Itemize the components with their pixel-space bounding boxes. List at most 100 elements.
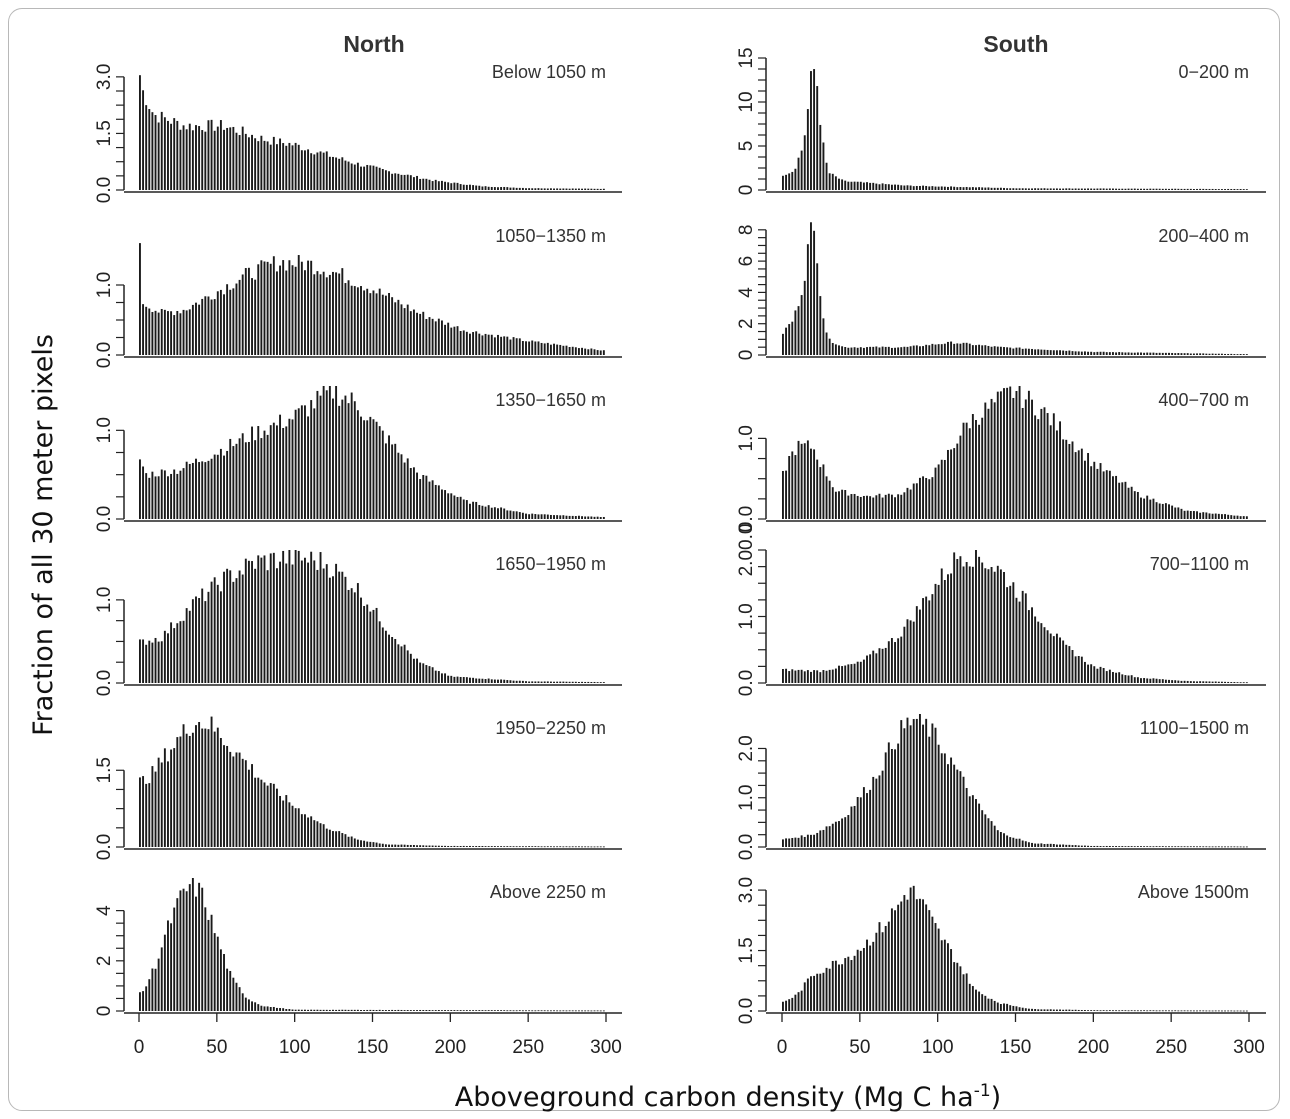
bar <box>375 1010 378 1011</box>
bar <box>887 346 890 355</box>
bar <box>307 1009 310 1011</box>
bar <box>1009 1005 1012 1011</box>
bar <box>384 844 387 847</box>
bar <box>1024 399 1027 519</box>
bar <box>528 514 531 519</box>
bar <box>993 825 996 847</box>
bar <box>388 292 390 355</box>
bar <box>322 386 325 519</box>
bar <box>791 171 794 190</box>
bar <box>553 846 555 848</box>
bar <box>375 293 378 355</box>
bar <box>288 260 291 355</box>
bar <box>975 420 977 519</box>
bar <box>497 508 499 519</box>
bar <box>525 513 527 519</box>
bar <box>1140 1010 1142 1012</box>
bar <box>859 797 862 847</box>
bar <box>313 820 316 847</box>
bar <box>965 787 968 847</box>
bar <box>981 345 984 355</box>
bar <box>828 338 831 355</box>
bar <box>534 846 537 847</box>
bar <box>943 753 946 847</box>
bar <box>356 287 359 355</box>
bar <box>825 476 828 519</box>
bar <box>1224 1010 1226 1012</box>
bar <box>918 477 921 519</box>
panel-label: 400−700 m <box>1158 390 1249 410</box>
bar <box>1227 1010 1230 1012</box>
bar <box>872 650 875 683</box>
bar <box>313 560 316 683</box>
bar <box>990 567 993 683</box>
bar <box>322 824 325 847</box>
bar <box>366 604 369 683</box>
bar <box>1171 352 1174 355</box>
bar <box>525 188 527 190</box>
bar <box>1121 674 1124 683</box>
bar <box>232 581 235 683</box>
bar <box>593 681 596 683</box>
bar <box>940 459 943 519</box>
bar <box>841 666 844 683</box>
bar <box>862 659 865 683</box>
bar <box>971 414 974 519</box>
bar <box>956 443 959 519</box>
bar <box>503 679 506 683</box>
bar <box>1065 844 1068 847</box>
bar <box>142 466 145 519</box>
bar <box>285 795 288 847</box>
bar <box>294 142 297 190</box>
bar <box>1065 644 1068 683</box>
bar <box>444 845 447 847</box>
panel-label: Above 1500m <box>1138 882 1249 902</box>
bar <box>484 1010 487 1012</box>
bar <box>1024 841 1027 847</box>
bar <box>1065 188 1068 190</box>
bar <box>173 628 176 683</box>
bar <box>285 426 288 519</box>
bar <box>151 311 154 355</box>
bar <box>956 559 959 683</box>
bar <box>1112 846 1114 847</box>
bar <box>487 678 490 683</box>
bar <box>363 290 366 355</box>
bar <box>540 342 543 355</box>
bar <box>922 476 925 519</box>
bar <box>1217 681 1220 683</box>
bar <box>316 152 319 190</box>
bar <box>450 1010 453 1011</box>
bar <box>918 898 921 1011</box>
bar <box>1164 846 1167 848</box>
bar <box>534 341 537 355</box>
bar <box>1015 347 1018 355</box>
bar <box>1090 466 1093 519</box>
bar <box>1130 846 1133 847</box>
bar <box>1199 188 1202 190</box>
bar <box>515 680 518 683</box>
bar <box>1236 354 1239 355</box>
bar <box>1031 842 1033 847</box>
bar <box>894 347 896 355</box>
bar <box>391 637 394 683</box>
bar <box>440 845 443 847</box>
bar <box>1183 1010 1186 1012</box>
bar <box>943 186 946 190</box>
y-tick-label: 0 <box>736 350 757 361</box>
bar <box>834 960 837 1011</box>
bar <box>157 476 160 519</box>
bar <box>1211 353 1214 355</box>
bar <box>344 576 347 683</box>
bar <box>462 845 465 847</box>
bar <box>900 636 903 683</box>
bar <box>1077 351 1080 355</box>
bar <box>1149 678 1152 683</box>
bar <box>978 344 981 355</box>
bar <box>167 311 169 355</box>
bar <box>925 185 928 190</box>
bar <box>328 386 331 519</box>
bar <box>1177 188 1180 190</box>
bar <box>869 346 872 355</box>
bar <box>940 186 943 190</box>
